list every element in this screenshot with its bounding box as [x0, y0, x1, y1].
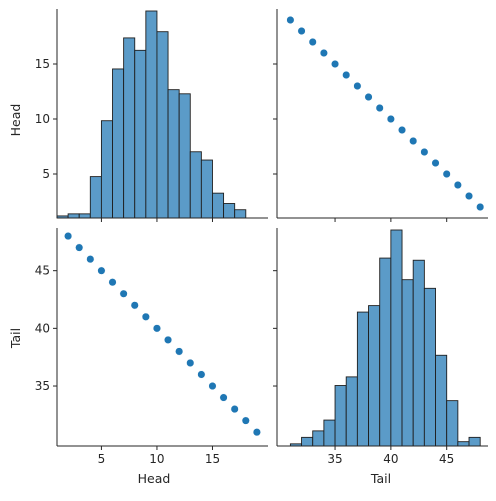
panel-tail-histogram: 35 40 45 — [273, 228, 488, 466]
tail-vs-head-scatter-point — [208, 381, 217, 391]
tail-histogram-bar — [334, 385, 347, 447]
tail-vs-head-scatter-point — [197, 370, 206, 379]
head-histogram-bar — [200, 159, 213, 219]
head-vs-tail-scatter-point — [319, 48, 328, 58]
head-vs-tail-scatter-point — [286, 15, 295, 25]
tail-vs-head-scatter-point — [241, 416, 250, 425]
tail-vs-head-scatter-ytick-label: 45 — [35, 264, 50, 278]
head-histogram-bar — [123, 37, 136, 219]
head-vs-tail-scatter-point — [375, 103, 384, 113]
tail-vs-head-scatter-point — [152, 324, 161, 333]
head-vs-tail-scatter-point — [431, 158, 440, 168]
tail-vs-head-scatter-point — [75, 243, 84, 252]
head-vs-tail-scatter-point — [297, 26, 306, 36]
head-histogram-bar — [189, 151, 202, 219]
tail-vs-head-scatter-point — [130, 301, 139, 310]
head-histogram-bar — [89, 176, 102, 219]
head-histogram-bar — [178, 93, 191, 219]
tail-vs-head-scatter-ytick-label: 35 — [35, 379, 50, 393]
col-1-axis-title: Tail — [370, 471, 391, 486]
tail-histogram-bar — [390, 229, 403, 447]
head-vs-tail-scatter-point — [342, 70, 351, 80]
head-vs-tail-scatter-point — [397, 125, 407, 135]
tail-vs-head-scatter-point — [219, 393, 228, 402]
head-histogram-bar — [145, 10, 158, 219]
panel-head-vs-tail-scatter — [273, 9, 488, 222]
tail-histogram-bar — [446, 400, 459, 447]
head-vs-tail-scatter-point — [386, 114, 395, 124]
tail-vs-head-scatter-point — [97, 266, 106, 275]
tail-histogram-bar — [423, 287, 436, 447]
head-vs-tail-scatter-point — [453, 180, 462, 190]
head-vs-tail-scatter-point — [476, 202, 485, 212]
tail-vs-head-scatter-xtick-label: 10 — [149, 452, 164, 466]
head-vs-tail-scatter-point — [464, 191, 474, 201]
head-histogram-bar — [134, 49, 147, 219]
head-histogram-bar — [212, 192, 225, 219]
tail-histogram-xtick-label: 45 — [439, 452, 454, 466]
row-1-axis-title: Tail — [8, 328, 23, 349]
tail-vs-head-scatter-point — [119, 289, 128, 298]
row-0-axis-title: Head — [8, 104, 23, 137]
head-histogram-bar — [78, 213, 91, 219]
tail-histogram-bar — [323, 419, 336, 447]
head-histogram-bar — [100, 120, 113, 219]
head-histogram-ytick-label: 5 — [42, 167, 50, 181]
head-vs-tail-scatter-point — [331, 59, 340, 69]
tail-histogram-bar — [379, 257, 392, 447]
col-0-axis-title: Head — [138, 471, 171, 486]
head-histogram-bar — [67, 213, 80, 219]
tail-histogram-bar — [468, 436, 481, 447]
head-histogram-bar — [223, 203, 236, 219]
panel-head-histogram: 5 10 15 — [35, 9, 268, 222]
tail-vs-head-scatter-xtick-label: 5 — [98, 452, 106, 466]
head-vs-tail-scatter-point — [308, 37, 317, 47]
tail-histogram-bar — [457, 441, 470, 447]
head-vs-tail-scatter-point — [353, 81, 362, 91]
tail-vs-head-scatter-point — [164, 335, 173, 344]
tail-histogram-bar — [368, 305, 381, 447]
tail-vs-head-scatter-point — [108, 278, 117, 287]
head-histogram-bar — [112, 68, 125, 219]
tail-vs-head-scatter-point — [230, 405, 239, 414]
tail-histogram-bar — [412, 259, 425, 447]
tail-vs-head-scatter-point — [252, 428, 261, 437]
tail-histogram-xtick-label: 35 — [327, 452, 342, 466]
head-histogram-ytick-label: 15 — [35, 57, 50, 71]
tail-vs-head-scatter-point — [175, 347, 184, 356]
tail-histogram-bar — [356, 311, 369, 447]
head-histogram-bar — [156, 31, 169, 219]
tail-histogram-bar — [301, 436, 314, 447]
head-vs-tail-scatter-point — [364, 92, 373, 102]
tail-histogram-bar — [435, 354, 448, 447]
tail-histogram-bar — [401, 279, 414, 447]
tail-vs-head-scatter-xtick-label: 15 — [205, 452, 220, 466]
head-histogram-bar — [167, 89, 180, 219]
tail-vs-head-scatter-point — [141, 312, 150, 321]
panel-tail-vs-head-scatter: 35 40 45 5 10 15 — [35, 228, 268, 466]
tail-vs-head-scatter-point — [86, 255, 95, 264]
head-vs-tail-scatter-point — [409, 136, 418, 146]
head-histogram-ytick-label: 10 — [35, 112, 50, 126]
tail-vs-head-scatter-point — [186, 358, 195, 368]
tail-histogram-bar — [312, 430, 325, 447]
tail-vs-head-scatter-ytick-label: 40 — [35, 321, 50, 335]
tail-histogram-bar — [345, 376, 358, 447]
head-vs-tail-scatter-point — [442, 169, 451, 179]
tail-histogram-xtick-label: 40 — [383, 452, 398, 466]
head-histogram-bar — [234, 209, 247, 219]
tail-vs-head-scatter-point — [64, 232, 73, 241]
head-vs-tail-scatter-point — [420, 147, 429, 157]
